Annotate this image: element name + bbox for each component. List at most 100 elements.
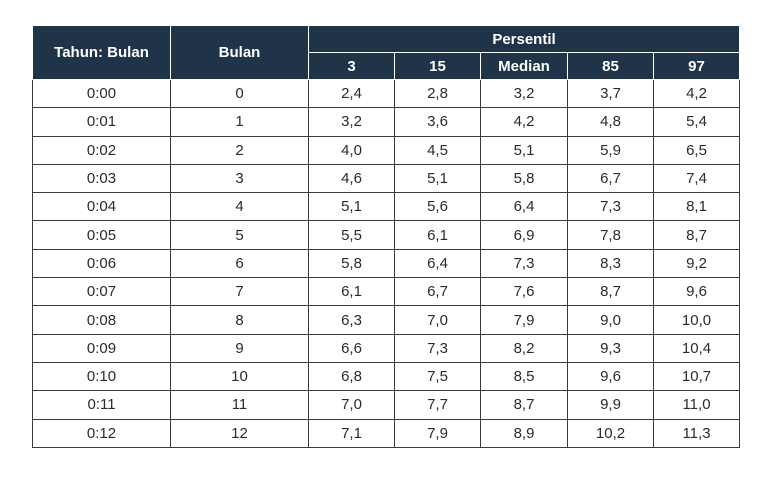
cell-bulan: 1 bbox=[170, 107, 309, 137]
header-persentil: Persentil bbox=[308, 25, 740, 53]
cell-bulan: 9 bbox=[170, 333, 309, 363]
cell-tahun-bulan: 0:02 bbox=[32, 135, 171, 165]
cell-p85: 9,9 bbox=[567, 390, 654, 420]
header-percentile-median: Median bbox=[480, 52, 568, 80]
table-row: 0:07 7 6,1 6,7 7,6 8,7 9,6 bbox=[32, 277, 740, 307]
cell-p15: 3,6 bbox=[394, 107, 481, 137]
cell-p3: 5,8 bbox=[308, 248, 395, 279]
cell-p97: 9,2 bbox=[653, 248, 740, 279]
cell-p97: 7,4 bbox=[653, 163, 740, 194]
table-row: 0:02 2 4,0 4,5 5,1 5,9 6,5 bbox=[32, 135, 740, 165]
table-row: 0:05 5 5,5 6,1 6,9 7,8 8,7 bbox=[32, 220, 740, 250]
cell-p3: 7,1 bbox=[308, 418, 395, 448]
cell-p97: 6,5 bbox=[653, 135, 740, 165]
cell-p85: 3,7 bbox=[567, 78, 654, 109]
cell-p3: 6,1 bbox=[308, 277, 395, 307]
cell-median: 3,2 bbox=[480, 78, 568, 109]
cell-p15: 5,6 bbox=[394, 192, 481, 222]
cell-p97: 9,6 bbox=[653, 277, 740, 307]
cell-p97: 11,3 bbox=[653, 418, 740, 448]
table-row: 0:06 6 5,8 6,4 7,3 8,3 9,2 bbox=[32, 248, 740, 279]
cell-p85: 4,8 bbox=[567, 107, 654, 137]
cell-p15: 7,5 bbox=[394, 361, 481, 392]
header-percentile-15: 15 bbox=[394, 52, 481, 80]
table-row: 0:12 12 7,1 7,9 8,9 10,2 11,3 bbox=[32, 418, 740, 448]
table-row: 0:10 10 6,8 7,5 8,5 9,6 10,7 bbox=[32, 361, 740, 392]
cell-p3: 5,1 bbox=[308, 192, 395, 222]
cell-p15: 2,8 bbox=[394, 78, 481, 109]
cell-tahun-bulan: 0:07 bbox=[32, 277, 171, 307]
header-percentile-85: 85 bbox=[567, 52, 654, 80]
cell-p3: 6,6 bbox=[308, 333, 395, 363]
cell-median: 6,4 bbox=[480, 192, 568, 222]
table-row: 0:00 0 2,4 2,8 3,2 3,7 4,2 bbox=[32, 78, 740, 109]
cell-p3: 6,8 bbox=[308, 361, 395, 392]
cell-p97: 5,4 bbox=[653, 107, 740, 137]
cell-p3: 3,2 bbox=[308, 107, 395, 137]
cell-p97: 11,0 bbox=[653, 390, 740, 420]
cell-p97: 8,7 bbox=[653, 220, 740, 250]
cell-p3: 5,5 bbox=[308, 220, 395, 250]
cell-p85: 8,3 bbox=[567, 248, 654, 279]
cell-median: 7,6 bbox=[480, 277, 568, 307]
cell-p97: 10,4 bbox=[653, 333, 740, 363]
cell-bulan: 7 bbox=[170, 277, 309, 307]
cell-p15: 6,7 bbox=[394, 277, 481, 307]
cell-p3: 6,3 bbox=[308, 305, 395, 335]
cell-p97: 10,0 bbox=[653, 305, 740, 335]
header-bulan: Bulan bbox=[170, 25, 309, 80]
cell-bulan: 6 bbox=[170, 248, 309, 279]
cell-p85: 5,9 bbox=[567, 135, 654, 165]
cell-median: 5,1 bbox=[480, 135, 568, 165]
cell-bulan: 12 bbox=[170, 418, 309, 448]
cell-tahun-bulan: 0:00 bbox=[32, 78, 171, 109]
cell-tahun-bulan: 0:11 bbox=[32, 390, 171, 420]
cell-bulan: 0 bbox=[170, 78, 309, 109]
cell-bulan: 4 bbox=[170, 192, 309, 222]
cell-tahun-bulan: 0:09 bbox=[32, 333, 171, 363]
table-row: 0:01 1 3,2 3,6 4,2 4,8 5,4 bbox=[32, 107, 740, 137]
cell-median: 8,5 bbox=[480, 361, 568, 392]
cell-tahun-bulan: 0:05 bbox=[32, 220, 171, 250]
cell-tahun-bulan: 0:04 bbox=[32, 192, 171, 222]
cell-p15: 7,7 bbox=[394, 390, 481, 420]
cell-p3: 7,0 bbox=[308, 390, 395, 420]
cell-p85: 9,6 bbox=[567, 361, 654, 392]
cell-p85: 10,2 bbox=[567, 418, 654, 448]
cell-p3: 4,6 bbox=[308, 163, 395, 194]
cell-p15: 7,0 bbox=[394, 305, 481, 335]
cell-bulan: 8 bbox=[170, 305, 309, 335]
cell-p97: 10,7 bbox=[653, 361, 740, 392]
cell-p15: 6,4 bbox=[394, 248, 481, 279]
cell-p97: 4,2 bbox=[653, 78, 740, 109]
cell-p85: 8,7 bbox=[567, 277, 654, 307]
cell-p15: 7,3 bbox=[394, 333, 481, 363]
cell-p85: 9,3 bbox=[567, 333, 654, 363]
table-row: 0:08 8 6,3 7,0 7,9 9,0 10,0 bbox=[32, 305, 740, 335]
cell-p3: 2,4 bbox=[308, 78, 395, 109]
cell-median: 7,3 bbox=[480, 248, 568, 279]
cell-p15: 4,5 bbox=[394, 135, 481, 165]
table-header: Tahun: Bulan Bulan Persentil 3 15 Median… bbox=[32, 25, 740, 80]
cell-tahun-bulan: 0:10 bbox=[32, 361, 171, 392]
cell-bulan: 5 bbox=[170, 220, 309, 250]
growth-table-container: Tahun: Bulan Bulan Persentil 3 15 Median… bbox=[32, 25, 740, 448]
header-percentile-97: 97 bbox=[653, 52, 740, 80]
table-row: 0:03 3 4,6 5,1 5,8 6,7 7,4 bbox=[32, 163, 740, 194]
growth-percentile-table: Tahun: Bulan Bulan Persentil 3 15 Median… bbox=[32, 25, 740, 448]
cell-p3: 4,0 bbox=[308, 135, 395, 165]
cell-median: 6,9 bbox=[480, 220, 568, 250]
cell-bulan: 2 bbox=[170, 135, 309, 165]
table-body: 0:00 0 2,4 2,8 3,2 3,7 4,2 0:01 1 3,2 3,6 4,2 4,8 5,4… bbox=[32, 78, 740, 448]
cell-p15: 6,1 bbox=[394, 220, 481, 250]
cell-bulan: 3 bbox=[170, 163, 309, 194]
cell-tahun-bulan: 0:03 bbox=[32, 163, 171, 194]
cell-median: 4,2 bbox=[480, 107, 568, 137]
cell-p85: 7,8 bbox=[567, 220, 654, 250]
header-percentile-3: 3 bbox=[308, 52, 395, 80]
cell-tahun-bulan: 0:06 bbox=[32, 248, 171, 279]
cell-median: 8,7 bbox=[480, 390, 568, 420]
cell-median: 8,9 bbox=[480, 418, 568, 448]
table-row: 0:09 9 6,6 7,3 8,2 9,3 10,4 bbox=[32, 333, 740, 363]
cell-median: 8,2 bbox=[480, 333, 568, 363]
